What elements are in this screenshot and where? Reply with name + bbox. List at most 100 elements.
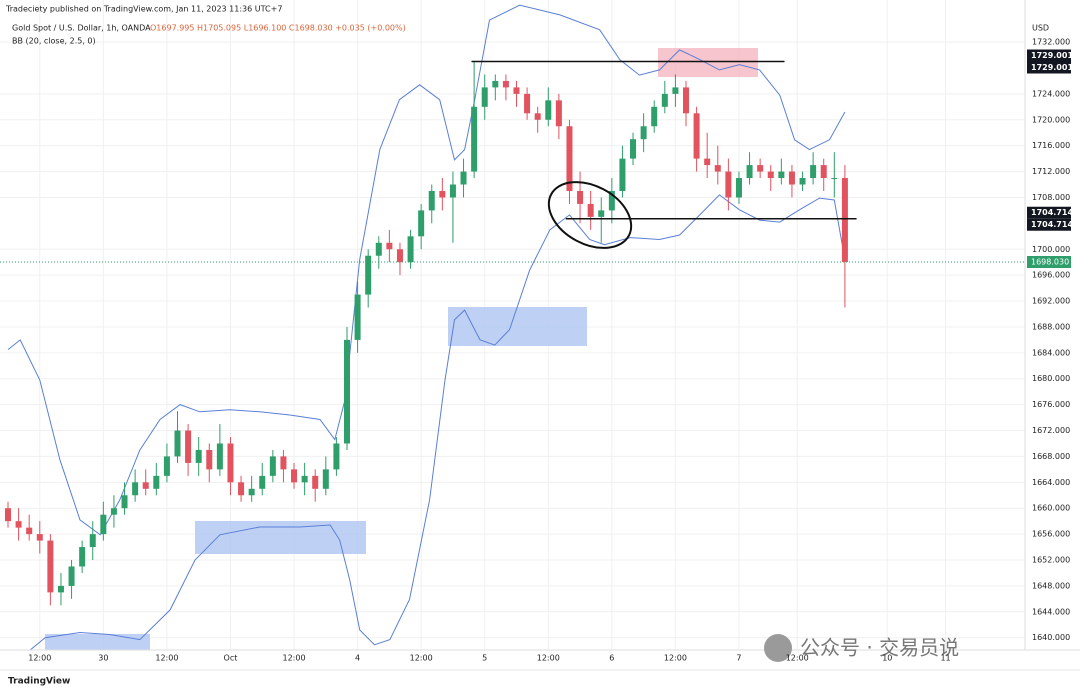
candle-body [132,482,139,496]
candle-body [651,106,658,127]
y-tick-label: 1664.000 [1032,478,1070,487]
candle-body [788,171,795,185]
candle-body [672,87,679,94]
candle-body [312,475,319,489]
candle-body [121,495,128,509]
candle-body [47,540,54,593]
candle-body [206,449,213,470]
ohlc: O1697.995 H1705.095 L1696.100 C1698.030 … [150,24,406,33]
candle-body [322,469,329,489]
x-tick-label: 12:00 [155,654,178,663]
x-tick-label: 12:00 [410,654,433,663]
candle-body [291,469,298,483]
candle-body [365,255,372,295]
x-tick-label: 12:00 [537,654,560,663]
candle-body [577,190,584,204]
y-tick-label: 1648.000 [1032,581,1070,590]
candle-body [68,566,75,586]
candle-body [746,165,753,179]
price-tag [1027,206,1071,219]
x-tick-label: 5 [482,654,487,663]
candle-body [26,527,33,535]
price-tag-label: 1704.714 [1031,220,1073,229]
candle-body [100,514,107,535]
x-tick-label: 12:00 [283,654,306,663]
candle-body [492,80,499,88]
price-tag [1027,49,1071,62]
y-tick-label: 1652.000 [1032,556,1070,565]
y-tick-label: 1716.000 [1032,141,1070,150]
x-tick-label: 12:00 [28,654,51,663]
y-tick-label: 1720.000 [1032,115,1070,124]
y-tick-label: 1660.000 [1032,504,1070,513]
candle-body [661,93,668,107]
y-tick-label: 1692.000 [1032,297,1070,306]
candle-body [630,139,637,159]
y-tick-label: 1708.000 [1032,193,1070,202]
candle-body [598,210,605,217]
candle-body [375,242,382,256]
candle-body [386,242,393,250]
candle-body [714,165,721,172]
y-tick-label: 1676.000 [1032,400,1070,409]
candle-body [502,80,509,88]
candle-body [810,165,817,179]
candle-body [513,87,520,94]
x-tick-label: 30 [98,654,108,663]
watermark: 公众号 · 交易员说 [800,636,959,660]
y-tick-label: 1656.000 [1032,530,1070,539]
y-tick-label: 1684.000 [1032,348,1070,357]
candle-body [227,443,234,483]
highlight-box [658,48,758,77]
x-tick-label: 12:00 [664,654,687,663]
price-tag [1027,61,1071,74]
candle-body [248,488,255,496]
candle-body [418,210,425,237]
y-tick-label: 1668.000 [1032,452,1070,461]
candle-body [344,339,350,444]
candle-body [725,171,732,198]
candle-body [799,178,806,185]
candle-body [36,534,43,541]
candle-body [545,100,552,120]
candle-body [481,87,488,107]
x-tick-label: 6 [609,654,614,663]
price-tag-label: 1704.714 [1031,208,1073,217]
candle-body [185,430,192,463]
candle-body [153,475,160,489]
candle-body [693,113,700,159]
candle-body [269,456,276,476]
candle-body [555,100,562,127]
y-tick-label: 1732.000 [1032,38,1070,47]
candle-body [735,178,742,198]
candle-body [449,184,456,198]
candle-body [110,508,117,515]
watermark-icon [764,634,792,662]
candle-body [587,203,594,217]
candle-body [619,158,626,191]
x-tick-label: 11 [940,654,950,663]
candle-body [238,482,245,496]
candle-body [683,87,689,114]
candle-body [778,171,785,179]
candle-body [757,165,764,172]
candle-body [174,430,181,457]
candle-body [767,171,774,179]
candle-body [640,126,647,140]
x-tick-label: 12:00 [786,654,809,663]
last-price-label: 1698.030 [1031,258,1069,267]
indicator: BB (20, close, 2.5, 0) [12,37,96,46]
candle-body [704,158,711,166]
plot-area [5,4,848,650]
y-tick-label: 1700.000 [1032,245,1070,254]
y-tick-label: 1640.000 [1032,633,1070,642]
candle-body [89,534,96,548]
symbol: Gold Spot / U.S. Dollar, 1h, OANDA [12,24,151,33]
candle-body [471,106,478,172]
candle-body [841,178,848,263]
highlight-box [45,634,150,650]
candle-body [566,126,573,191]
publisher: Tradeciety published on TradingView.com,… [5,5,282,14]
candle-body [142,482,149,489]
